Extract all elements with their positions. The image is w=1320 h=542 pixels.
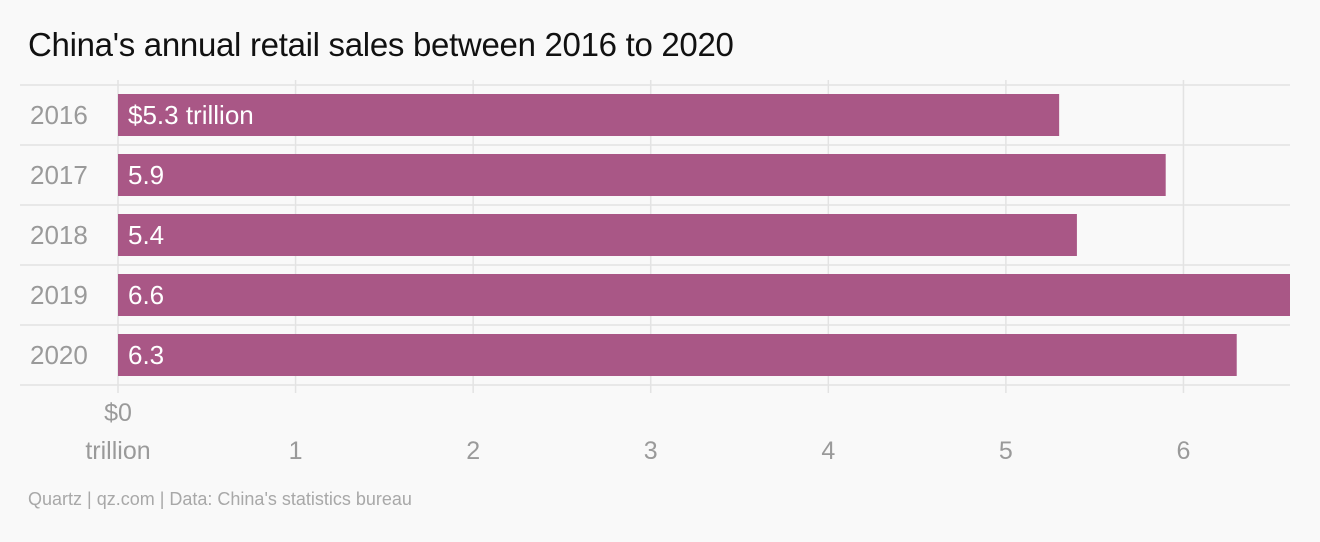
- x-tick-unit-label: trillion: [85, 437, 150, 465]
- bar: [118, 334, 1237, 376]
- category-label: 2019: [30, 280, 88, 310]
- x-tick-label: $0: [104, 399, 132, 427]
- x-tick-label: 3: [644, 437, 658, 465]
- bar: [118, 214, 1077, 256]
- chart-title: China's annual retail sales between 2016…: [28, 26, 734, 63]
- bar-value-label: 6.3: [128, 340, 164, 370]
- x-tick-label: 6: [1177, 437, 1191, 465]
- category-labels: 2016 2017 2018 2019 2020: [30, 100, 88, 370]
- bar: [118, 154, 1166, 196]
- category-label: 2017: [30, 160, 88, 190]
- x-tick-label: 5: [999, 437, 1013, 465]
- category-label: 2020: [30, 340, 88, 370]
- x-tick-label: 2: [466, 437, 480, 465]
- bar: [118, 94, 1060, 136]
- x-tick-label: 1: [289, 437, 303, 465]
- bars: $5.3 trillion 5.9 5.4 6.6 6.3: [118, 94, 1290, 376]
- bar-value-label: 5.4: [128, 220, 164, 250]
- bar-value-label: $5.3 trillion: [128, 100, 254, 130]
- bar-value-label: 5.9: [128, 160, 164, 190]
- category-label: 2016: [30, 100, 88, 130]
- category-label: 2018: [30, 220, 88, 250]
- bar-value-label: 6.6: [128, 280, 164, 310]
- x-tick-label: 4: [821, 437, 835, 465]
- x-axis-tick-labels: $0 trillion 1 2 3 4 5 6: [85, 399, 1190, 465]
- bar: [118, 274, 1290, 316]
- source-note: Quartz | qz.com | Data: China's statisti…: [28, 489, 412, 509]
